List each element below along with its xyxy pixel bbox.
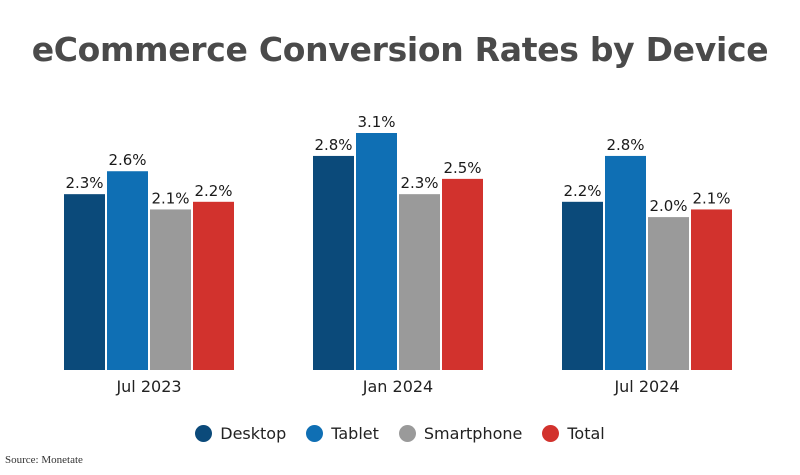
bar-total-jan-2024[interactable] xyxy=(442,178,483,370)
bar-smartphone-jul-2024[interactable] xyxy=(648,217,689,370)
bar-smartphone-jan-2024[interactable] xyxy=(399,194,440,370)
legend-item-desktop[interactable]: Desktop xyxy=(195,424,286,443)
legend-swatch-tablet xyxy=(306,425,324,442)
legend-item-smartphone[interactable]: Smartphone xyxy=(398,424,523,443)
bar-tablet-jul-2024[interactable] xyxy=(605,155,646,370)
data-label-tablet-jul-2023: 2.6% xyxy=(108,151,146,169)
legend-swatch-desktop xyxy=(195,425,213,442)
source-note: Source: Monetate xyxy=(5,454,83,466)
legend-swatch-total xyxy=(542,425,560,442)
legend-swatch-smartphone xyxy=(398,425,416,442)
legend-item-total[interactable]: Total xyxy=(542,424,605,443)
data-label-total-jul-2024: 2.1% xyxy=(692,189,730,207)
bar-desktop-jan-2024[interactable] xyxy=(313,155,354,370)
data-label-total-jul-2023: 2.2% xyxy=(194,182,232,200)
bar-desktop-jul-2023[interactable] xyxy=(64,194,105,370)
bar-desktop-jul-2024[interactable] xyxy=(562,201,603,370)
legend-label-desktop: Desktop xyxy=(220,424,287,443)
chart-title: eCommerce Conversion Rates by Device xyxy=(31,30,769,69)
data-label-smartphone-jan-2024: 2.3% xyxy=(400,174,438,192)
bar-chart: 2.3% 2.6% 2.1% 2.2% Jul 2023 2.8% 3.1% 2.3% 2.5%… xyxy=(64,113,732,396)
x-tick-label: Jul 2024 xyxy=(613,377,679,396)
data-label-tablet-jul-2024: 2.8% xyxy=(606,136,644,154)
legend-item-tablet[interactable]: Tablet xyxy=(306,424,379,443)
data-label-total-jan-2024: 2.5% xyxy=(443,159,481,177)
legend: Desktop Tablet Smartphone Total xyxy=(0,424,800,443)
bar-tablet-jan-2024[interactable] xyxy=(356,133,397,370)
bar-total-jul-2024[interactable] xyxy=(691,209,732,370)
data-label-tablet-jan-2024: 3.1% xyxy=(357,113,395,131)
bar-smartphone-jul-2023[interactable] xyxy=(150,209,191,370)
data-label-smartphone-jul-2024: 2.0% xyxy=(649,197,687,215)
data-label-smartphone-jul-2023: 2.1% xyxy=(151,189,189,207)
legend-label-total: Total xyxy=(567,424,605,443)
legend-label-tablet: Tablet xyxy=(331,424,379,443)
x-tick-label: Jul 2023 xyxy=(115,377,181,396)
data-label-desktop-jan-2024: 2.8% xyxy=(314,136,352,154)
data-label-desktop-jul-2024: 2.2% xyxy=(563,182,601,200)
data-label-desktop-jul-2023: 2.3% xyxy=(65,174,103,192)
legend-label-smartphone: Smartphone xyxy=(423,424,523,443)
x-tick-label: Jan 2024 xyxy=(362,377,433,396)
bar-tablet-jul-2023[interactable] xyxy=(107,171,148,370)
bar-total-jul-2023[interactable] xyxy=(193,201,234,370)
